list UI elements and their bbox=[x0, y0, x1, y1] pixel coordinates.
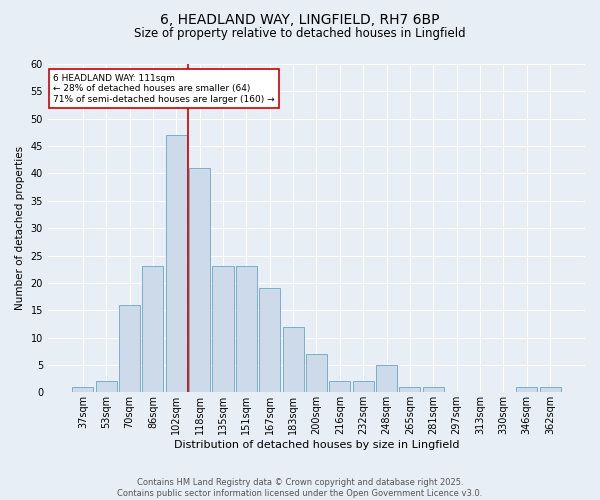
Bar bbox=[283, 326, 304, 392]
Bar bbox=[259, 288, 280, 393]
Bar bbox=[539, 387, 560, 392]
Bar bbox=[95, 382, 117, 392]
Bar bbox=[353, 382, 374, 392]
Y-axis label: Number of detached properties: Number of detached properties bbox=[15, 146, 25, 310]
Bar bbox=[142, 266, 163, 392]
Text: 6 HEADLAND WAY: 111sqm
← 28% of detached houses are smaller (64)
71% of semi-det: 6 HEADLAND WAY: 111sqm ← 28% of detached… bbox=[53, 74, 275, 104]
Bar bbox=[400, 387, 421, 392]
Text: Size of property relative to detached houses in Lingfield: Size of property relative to detached ho… bbox=[134, 28, 466, 40]
Bar bbox=[329, 382, 350, 392]
Text: Contains HM Land Registry data © Crown copyright and database right 2025.
Contai: Contains HM Land Registry data © Crown c… bbox=[118, 478, 482, 498]
X-axis label: Distribution of detached houses by size in Lingfield: Distribution of detached houses by size … bbox=[174, 440, 459, 450]
Bar bbox=[212, 266, 233, 392]
Bar bbox=[119, 304, 140, 392]
Bar bbox=[189, 168, 210, 392]
Bar bbox=[306, 354, 327, 393]
Bar bbox=[73, 387, 94, 392]
Text: 6, HEADLAND WAY, LINGFIELD, RH7 6BP: 6, HEADLAND WAY, LINGFIELD, RH7 6BP bbox=[160, 12, 440, 26]
Bar bbox=[166, 135, 187, 392]
Bar bbox=[236, 266, 257, 392]
Bar bbox=[376, 365, 397, 392]
Bar bbox=[423, 387, 444, 392]
Bar bbox=[516, 387, 537, 392]
